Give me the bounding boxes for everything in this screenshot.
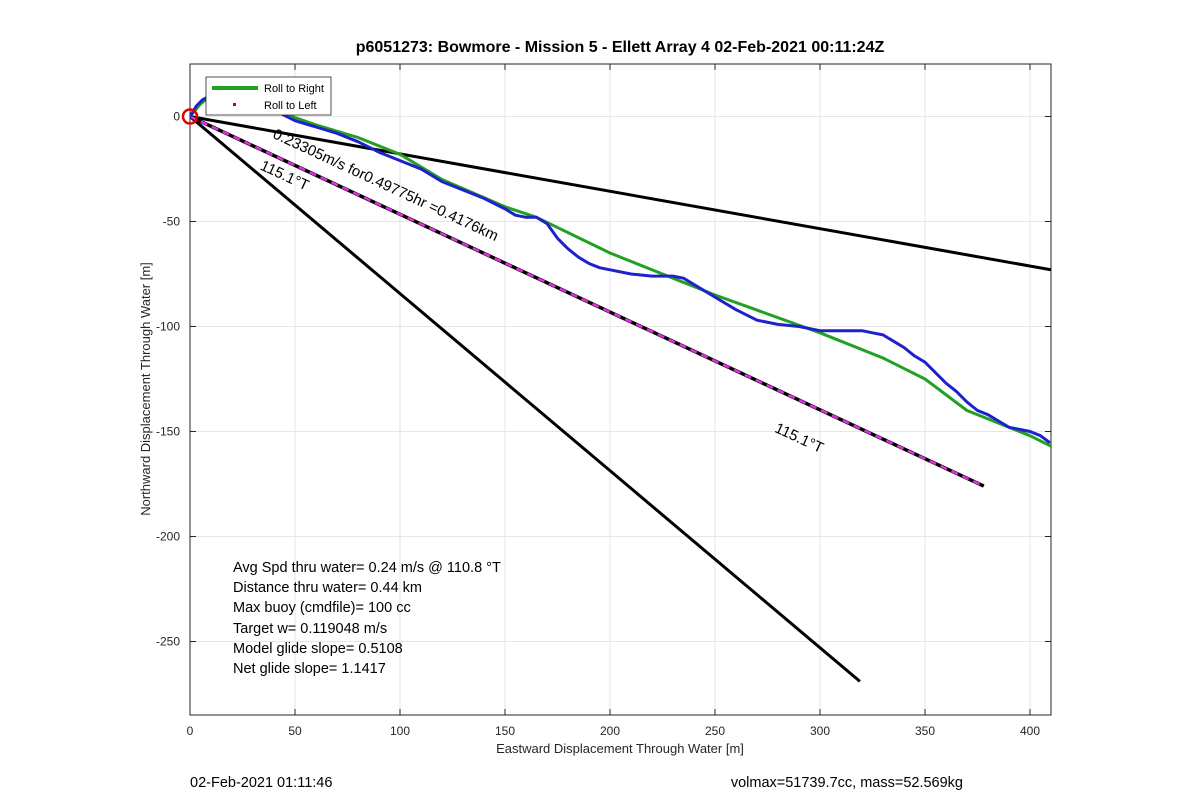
legend-swatch-roll-left (233, 103, 236, 106)
y-tick-label: -50 (163, 215, 181, 229)
stats-line-model-glide: Model glide slope= 0.5108 (233, 641, 403, 657)
y-axis-label: Northward Displacement Through Water [m] (138, 262, 153, 516)
stats-line-max-buoy: Max buoy (cmdfile)= 100 cc (233, 600, 411, 616)
series-line-trajectory (190, 90, 1051, 444)
start-marker (181, 108, 199, 125)
stats-line-net-glide: Net glide slope= 1.1417 (233, 661, 386, 677)
reference-line (190, 115, 861, 683)
legend-label-roll-left: Roll to Left (264, 100, 317, 112)
stats-line-avg-speed: Avg Spd thru water= 0.24 m/s @ 110.8 °T (233, 560, 501, 576)
stats-line-target-w: Target w= 0.119048 m/s (233, 621, 387, 637)
x-tick-label: 50 (288, 724, 302, 738)
chart-title: p6051273: Bowmore - Mission 5 - Ellett A… (356, 39, 885, 56)
y-tick-label: -100 (156, 320, 180, 334)
x-tick-label: 250 (705, 724, 725, 738)
x-tick-label: 400 (1020, 724, 1040, 738)
x-axis-label: Eastward Displacement Through Water [m] (496, 741, 744, 756)
legend-label-roll-right: Roll to Right (264, 83, 324, 95)
stats-line-distance: Distance thru water= 0.44 km (233, 580, 422, 596)
track-line-dash (190, 115, 985, 488)
x-tick-label: 0 (187, 724, 194, 738)
legend-box (205, 76, 332, 116)
x-tick-label: 200 (600, 724, 620, 738)
series-layer (190, 90, 1051, 683)
footer-info: volmax=51739.7cc, mass=52.569kg (731, 775, 963, 791)
plot-area (190, 64, 1051, 715)
y-tick-label: 0 (173, 110, 180, 124)
legend: Roll to Right Roll to Left (205, 76, 332, 116)
marker-layer (181, 108, 199, 125)
y-tick-label: -150 (156, 425, 180, 439)
y-axis: 0 -50 -100 -150 -200 -250 (156, 110, 1051, 649)
footer-timestamp: 02-Feb-2021 01:11:46 (190, 775, 332, 791)
stats-block: Avg Spd thru water= 0.24 m/s @ 110.8 °T … (233, 560, 501, 677)
y-tick-label: -250 (156, 635, 180, 649)
y-tick-label: -200 (156, 530, 180, 544)
x-tick-label: 100 (390, 724, 410, 738)
x-tick-label: 350 (915, 724, 935, 738)
plot-frame (189, 63, 1052, 716)
x-tick-label: 300 (810, 724, 830, 738)
grid-layer (189, 64, 1051, 715)
x-tick-label: 150 (495, 724, 515, 738)
x-axis: 0 50 100 150 200 250 300 350 400 (187, 64, 1040, 738)
reference-line (190, 115, 1051, 272)
